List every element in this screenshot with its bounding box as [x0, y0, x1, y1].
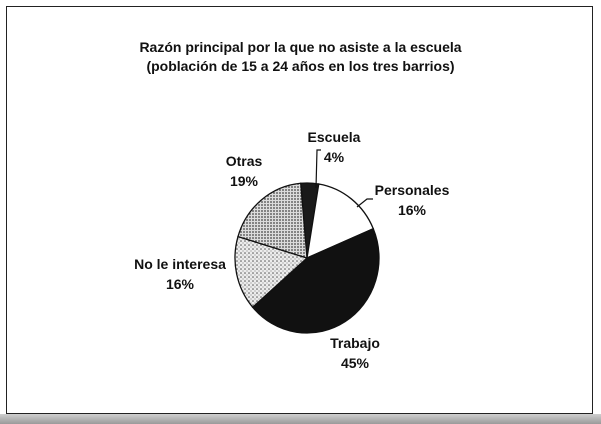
pie-slice-otras	[237, 182, 308, 259]
chart-subtitle: (población de 15 a 24 años en los tres b…	[146, 58, 455, 74]
label-otras: Otras 19%	[212, 151, 276, 191]
escuela-leader-line	[315, 149, 321, 189]
label-no-le-interesa-name: No le interesa	[134, 256, 226, 272]
pie-slice-personales	[306, 183, 375, 260]
label-otras-value: 19%	[229, 173, 259, 189]
label-personales-value: 16%	[397, 202, 427, 218]
pie-slice-trabajo	[251, 227, 380, 334]
chart-title: Razón principal por la que no asiste a l…	[139, 39, 462, 55]
label-no-le-interesa-value: 16%	[165, 276, 195, 292]
label-trabajo: Trabajo 45%	[310, 333, 400, 373]
label-no-le-interesa: No le interesa 16%	[124, 254, 236, 294]
label-escuela-name: Escuela	[307, 129, 361, 145]
label-trabajo-name: Trabajo	[330, 335, 380, 351]
personales-leader-line	[356, 198, 373, 208]
label-otras-name: Otras	[225, 153, 263, 169]
label-trabajo-value: 45%	[340, 355, 370, 371]
scan-edge	[0, 414, 601, 424]
label-escuela-value: 4%	[323, 149, 345, 165]
label-escuela: Escuela 4%	[300, 127, 368, 167]
label-personales-name: Personales	[374, 182, 450, 198]
label-personales: Personales 16%	[362, 180, 462, 220]
pie-slice-no-le-interesa	[234, 235, 309, 309]
chart-title-block: Razón principal por la que no asiste a l…	[0, 38, 601, 76]
